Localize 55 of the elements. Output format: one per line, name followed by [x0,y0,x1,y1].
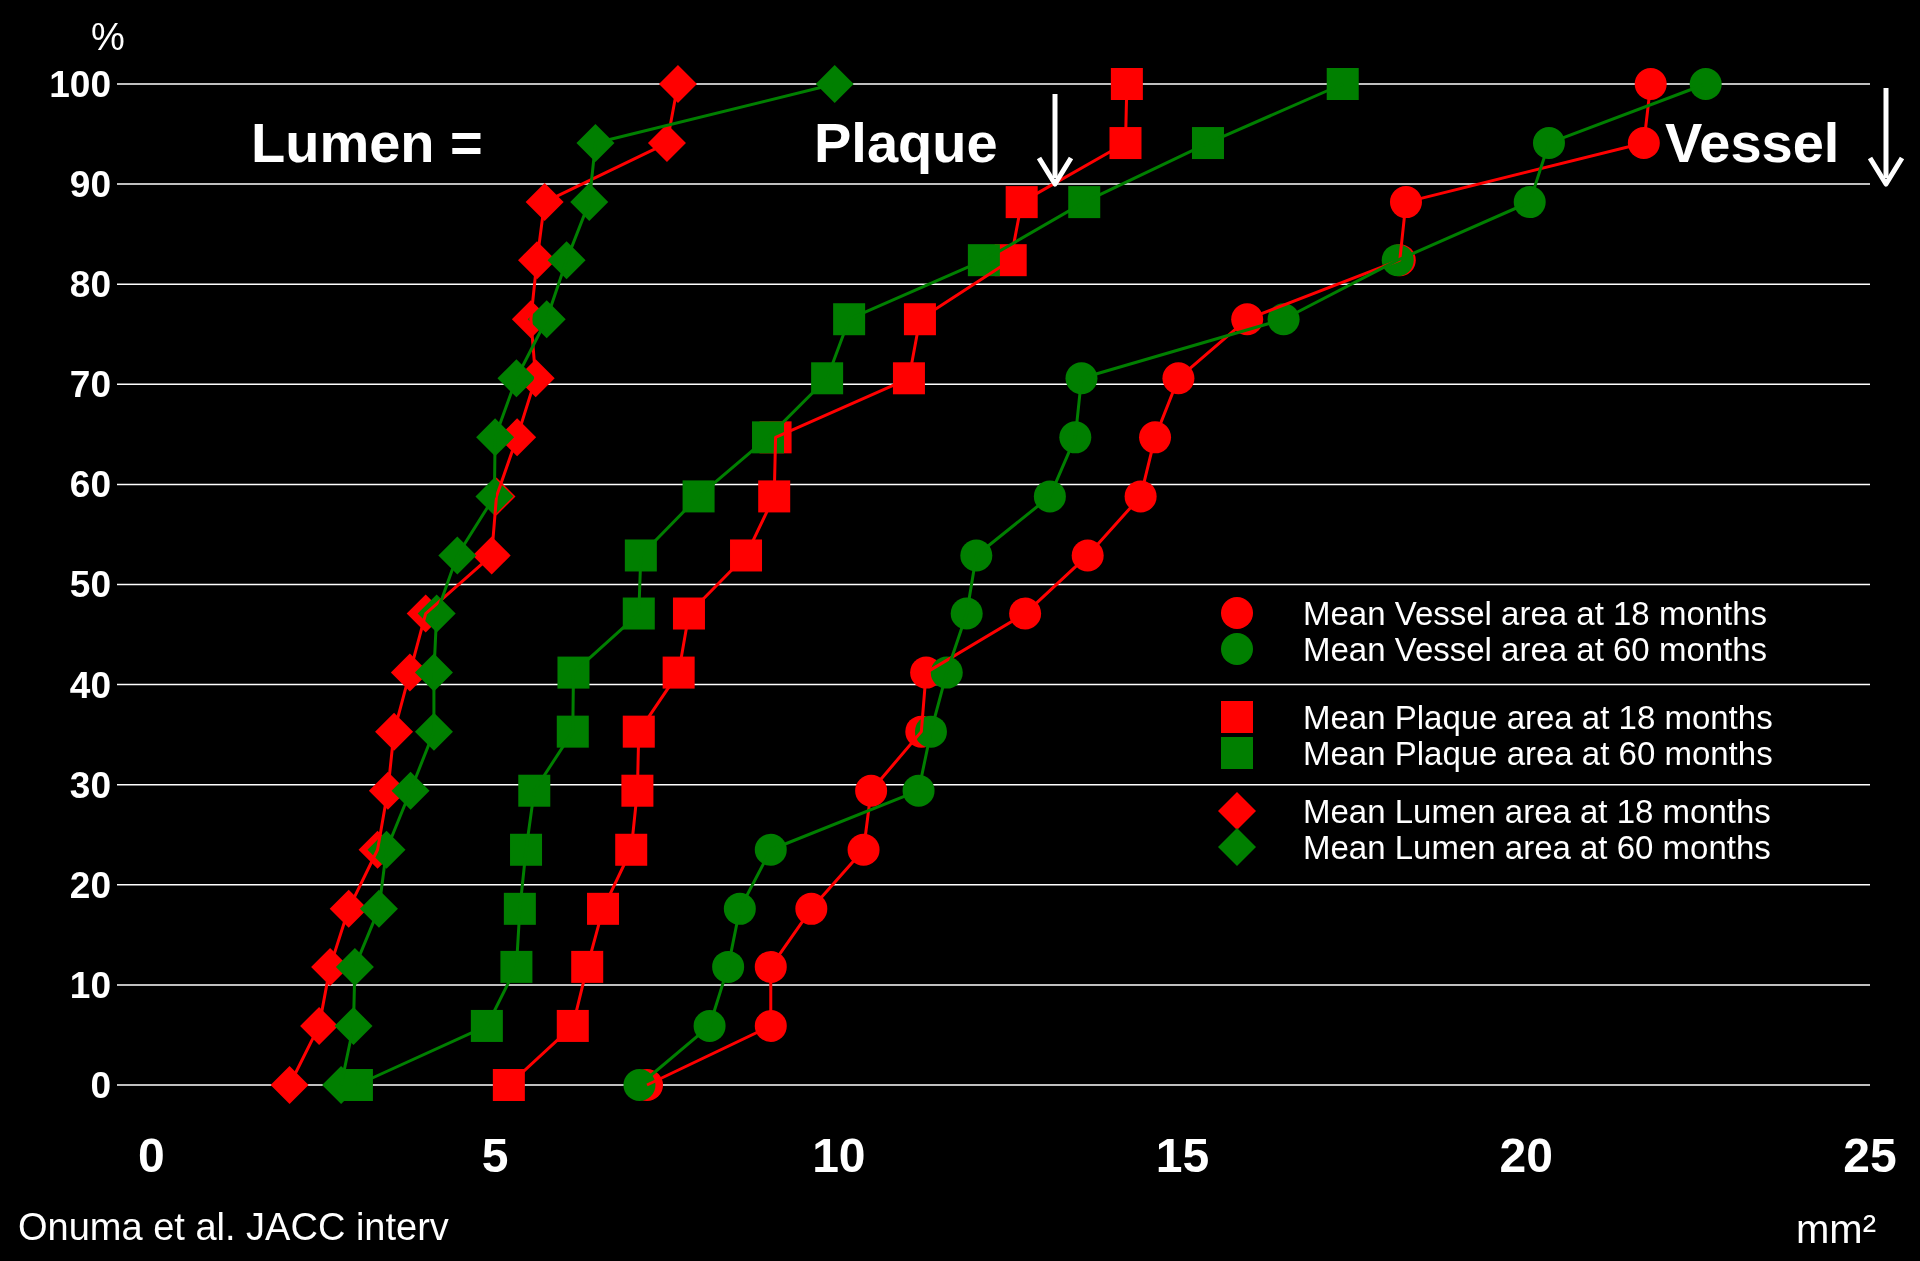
point [658,65,697,103]
point [1689,68,1722,100]
annotation: Lumen = [251,111,483,174]
point [571,950,604,983]
y-axis-title: % [91,16,125,58]
x-tick-label: 5 [481,1129,509,1182]
point [892,362,925,395]
point [815,65,854,103]
x-tick-label: 20 [1499,1129,1553,1182]
x-tick-label: 10 [812,1129,866,1182]
x-tick-label: 25 [1843,1129,1897,1182]
point [510,833,543,866]
x-axis-title: mm² [1796,1207,1876,1251]
y-tick-label: 60 [69,464,111,506]
point [833,303,866,336]
point [621,774,654,807]
point [492,1069,525,1101]
point [662,656,695,689]
point [503,892,536,925]
point [518,774,551,807]
y-tick-label: 30 [69,764,111,806]
point [556,715,589,748]
x-tick-label: 0 [138,1129,165,1182]
point [587,892,620,925]
y-tick-label: 10 [69,964,111,1006]
y-tick-label: 80 [69,264,111,306]
point [1109,127,1142,160]
y-tick-label: 90 [69,164,111,206]
point [1005,186,1038,219]
point [1634,68,1667,100]
point [1110,68,1143,100]
point [623,1069,656,1101]
point [1326,68,1359,100]
point [903,303,936,336]
y-tick-label: 40 [69,664,111,706]
legend-label: Mean Plaque area at 18 months [1303,698,1773,736]
y-tick-label: 100 [49,63,111,105]
y-tick-label: 0 [90,1064,111,1106]
annotation: Plaque [814,111,998,174]
annotation: Vessel [1665,111,1840,174]
y-tick-label: 50 [69,564,111,606]
legend-label: Mean Vessel area at 18 months [1303,594,1768,632]
x-tick-label: 15 [1155,1129,1210,1182]
legend-label: Mean Lumen area at 18 months [1303,792,1771,830]
point [500,950,533,983]
point [615,833,648,866]
point [758,480,791,513]
point [270,1066,309,1104]
text: Onuma et al. JACC interv [18,1206,449,1248]
point [622,715,655,748]
y-tick-label: 20 [69,864,111,906]
legend-label: Mean Vessel area at 60 months [1303,630,1768,668]
y-tick-label: 70 [69,364,111,406]
point [1191,127,1224,160]
legend-label: Mean Lumen area at 60 months [1303,828,1771,866]
